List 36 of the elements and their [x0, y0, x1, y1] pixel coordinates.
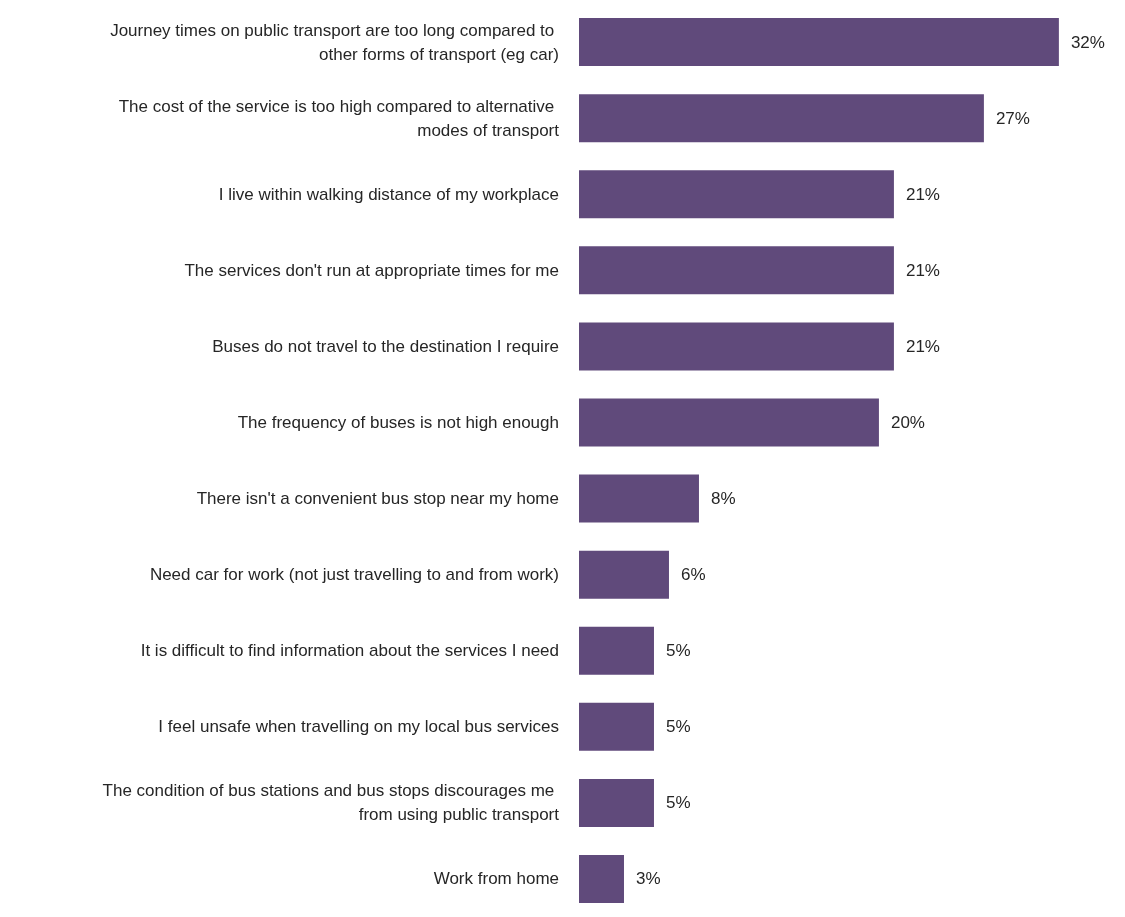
- bar: [579, 854, 624, 903]
- y-tick-label: The frequency of buses is not high enough: [237, 412, 559, 432]
- y-tick-label: I live within walking distance of my workplace: [218, 184, 559, 204]
- data-label: 27%: [995, 108, 1030, 128]
- y-tick-label: It is difficult to find information about the services I need: [140, 641, 559, 661]
- y-tick-label: Journey times on public transport are too long compared to other forms of transport (eg car): [110, 20, 559, 64]
- bar: [579, 626, 654, 675]
- data-label: 21%: [905, 260, 940, 280]
- data-label: 5%: [665, 793, 691, 813]
- bar: [579, 170, 894, 219]
- data-label: 20%: [890, 412, 925, 432]
- bar: [579, 702, 654, 751]
- bar: [579, 18, 1059, 67]
- bar: [579, 550, 669, 599]
- bar: [579, 778, 654, 827]
- bar: [579, 398, 879, 447]
- bar: [579, 246, 894, 295]
- y-tick-label: Work from home: [433, 869, 559, 889]
- y-tick-label: There isn't a convenient bus stop near my home: [196, 489, 559, 509]
- data-label: 6%: [680, 565, 706, 585]
- data-label: 21%: [905, 336, 940, 356]
- y-tick-label: The cost of the service is too high compared to alternative modes of transport: [118, 96, 560, 140]
- bar: [579, 322, 894, 371]
- y-tick-label: The condition of bus stations and bus stops discourages me from using public transport: [102, 781, 560, 825]
- data-label: 8%: [710, 489, 736, 509]
- bar: [579, 474, 699, 523]
- data-label: 5%: [665, 717, 691, 737]
- data-label: 21%: [905, 184, 940, 204]
- y-tick-label: I feel unsafe when travelling on my local bus services: [158, 717, 559, 737]
- y-tick-label: The services don't run at appropriate times for me: [184, 260, 559, 280]
- data-label: 32%: [1070, 32, 1105, 52]
- data-label: 5%: [665, 641, 691, 661]
- data-label: 3%: [635, 869, 661, 889]
- bar: [579, 94, 984, 143]
- y-tick-label: Need car for work (not just travelling to and from work): [149, 565, 559, 585]
- y-tick-label: Buses do not travel to the destination I require: [212, 336, 559, 356]
